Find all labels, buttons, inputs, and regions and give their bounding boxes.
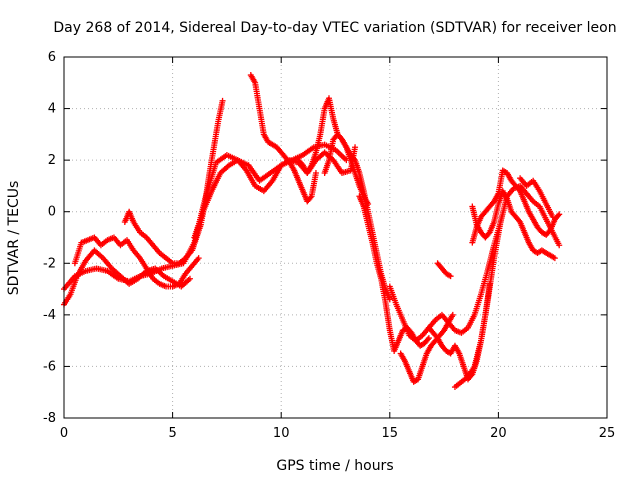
x-tick-label: 20 xyxy=(490,426,507,441)
grid-lines xyxy=(64,57,607,418)
data-point xyxy=(516,186,523,193)
data-point xyxy=(312,170,319,177)
y-tick-label: 6 xyxy=(48,50,56,65)
data-point xyxy=(485,230,492,237)
data-point xyxy=(219,97,226,104)
data-point xyxy=(549,213,556,220)
x-tick-label: 25 xyxy=(599,426,616,441)
x-tick-label: 10 xyxy=(273,426,290,441)
x-axis-label: GPS time / hours xyxy=(276,458,393,474)
data-point xyxy=(555,212,562,219)
data-point xyxy=(551,255,558,262)
y-tick-label: 0 xyxy=(48,205,56,220)
data-point xyxy=(449,311,456,318)
y-tick-label: 4 xyxy=(48,102,56,117)
data-point xyxy=(556,211,563,218)
data-point xyxy=(424,336,431,343)
y-tick-label: -4 xyxy=(43,308,56,323)
x-tick-label: 0 xyxy=(60,426,68,441)
axis-ticks: 0 5 10 15 20 25 -8 -6 -4 -2 0 2 4 6 xyxy=(43,50,615,441)
plot-frame xyxy=(63,56,608,419)
y-tick-label: -2 xyxy=(43,256,56,271)
data-point xyxy=(307,194,314,201)
data-points xyxy=(61,72,563,391)
y-axis-label: SDTVAR / TECUs xyxy=(6,181,22,296)
x-tick-label: 15 xyxy=(382,426,399,441)
y-tick-label: -6 xyxy=(43,359,56,374)
data-point xyxy=(556,242,563,249)
data-point xyxy=(195,255,202,262)
data-point xyxy=(186,275,193,282)
data-point xyxy=(516,217,523,224)
y-tick-label: -8 xyxy=(43,411,56,426)
x-tick-label: 5 xyxy=(168,426,176,441)
data-point xyxy=(546,228,553,235)
data-point xyxy=(447,273,454,280)
data-point xyxy=(350,155,357,162)
data-point xyxy=(352,144,359,151)
y-tick-label: 2 xyxy=(48,153,56,168)
chart-title: Day 268 of 2014, Sidereal Day-to-day VTE… xyxy=(53,20,616,36)
data-point xyxy=(425,335,432,342)
